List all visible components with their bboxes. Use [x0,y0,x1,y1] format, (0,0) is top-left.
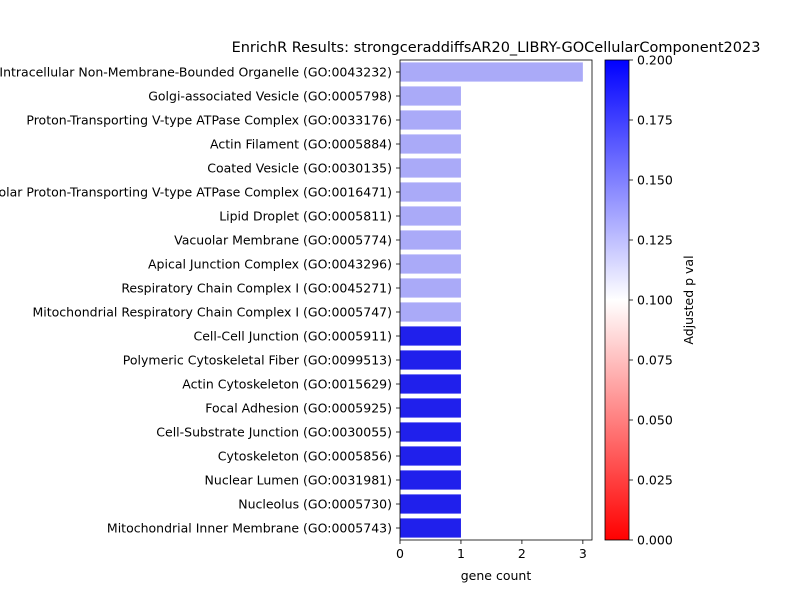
category-label: Intracellular Non-Membrane-Bounded Organ… [0,65,392,80]
category-label: Nucleolus (GO:0005730) [238,497,392,512]
bar [400,398,461,418]
colorbar-tick-label: 0.175 [637,113,673,128]
bar [400,206,461,226]
category-label: Proton-Transporting V-type ATPase Comple… [26,113,392,128]
category-label: Cytoskeleton (GO:0005856) [218,449,392,464]
category-label: Actin Filament (GO:0005884) [210,137,392,152]
bar [400,350,461,370]
bar [400,158,461,178]
colorbar-tick-label: 0.200 [637,53,673,68]
colorbar-tick-label: 0.025 [637,473,673,488]
bar [400,110,461,130]
colorbar-tick-label: 0.075 [637,353,673,368]
category-label: Actin Cytoskeleton (GO:0015629) [182,377,392,392]
category-label: Lipid Droplet (GO:0005811) [219,209,392,224]
category-label: Golgi-associated Vesicle (GO:0005798) [148,89,392,104]
category-label: Nuclear Lumen (GO:0031981) [205,473,392,488]
category-label: Mitochondrial Inner Membrane (GO:0005743… [107,521,392,536]
bar [400,254,461,274]
category-label: Mitochondrial Respiratory Chain Complex … [33,305,393,320]
colorbar-tick-label: 0.150 [637,173,673,188]
chart-title: EnrichR Results: strongceraddiffsAR20_LI… [232,40,761,56]
bar [400,182,461,202]
bar [400,302,461,322]
x-tick-label: 3 [579,546,587,561]
bar [400,494,461,514]
bar [400,326,461,346]
category-label: Vacuolar Proton-Transporting V-type ATPa… [0,185,392,200]
x-axis: 0 1 2 3 [396,540,587,561]
x-axis-label: gene count [461,568,532,583]
bar [400,62,583,82]
x-tick-label: 1 [457,546,465,561]
category-label: Focal Adhesion (GO:0005925) [205,401,392,416]
category-label: Vacuolar Membrane (GO:0005774) [174,233,392,248]
x-tick-label: 2 [518,546,526,561]
colorbar-label: Adjusted p val [681,255,696,344]
category-label: Apical Junction Complex (GO:0043296) [148,257,392,272]
bar [400,86,461,106]
category-label: Polymeric Cytoskeletal Fiber (GO:0099513… [123,353,392,368]
bar [400,374,461,394]
category-label: Cell-Cell Junction (GO:0005911) [194,329,392,344]
category-label: Cell-Substrate Junction (GO:0030055) [156,425,392,440]
bar [400,446,461,466]
colorbar [604,59,630,541]
bar [400,518,461,538]
colorbar-tick-label: 0.100 [637,293,673,308]
category-label: Respiratory Chain Complex I (GO:0045271) [121,281,392,296]
bar [400,134,461,154]
plot-frame [399,59,593,541]
bar [400,278,461,298]
colorbar-tick-label: 0.050 [637,413,673,428]
x-tick-label: 0 [396,546,404,561]
bar [400,422,461,442]
bars-group [400,62,583,538]
colorbar-ticks: 0.000 0.025 0.050 0.075 0.100 0.125 0.150 0.175… [629,53,673,548]
bar [400,470,461,490]
colorbar-tick-label: 0.000 [637,533,673,548]
category-label: Coated Vesicle (GO:0030135) [207,161,392,176]
colorbar-tick-label: 0.125 [637,233,673,248]
bar [400,230,461,250]
category-labels: Intracellular Non-Membrane-Bounded Organ… [0,65,400,536]
